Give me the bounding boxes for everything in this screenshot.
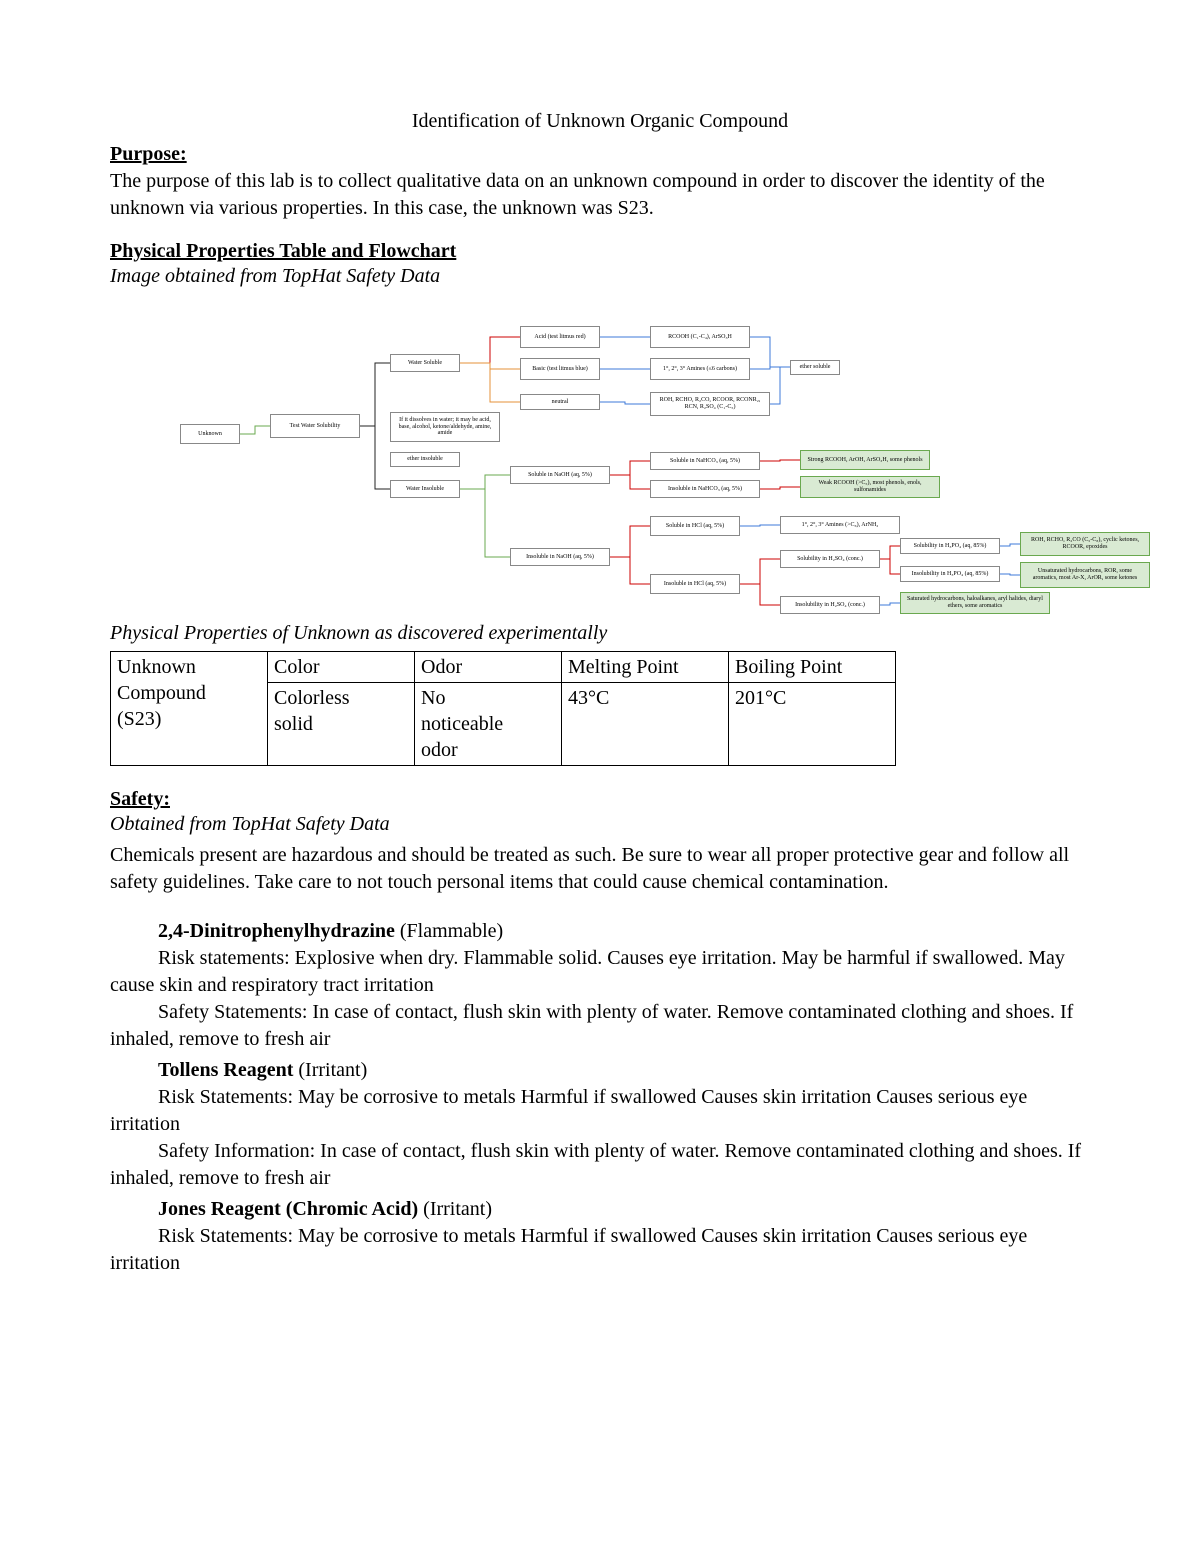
purpose-heading: Purpose:: [110, 143, 1090, 166]
flowchart-node: Solubility in H₂SO₄ (conc.): [780, 550, 880, 568]
flowchart-node: Soluble in NaHCO₃ (aq, 5%): [650, 452, 760, 470]
flowchart-node: RCOOH (C₁-C₄), ArSO₃H: [650, 326, 750, 348]
flowchart-node: Acid (test litmus red): [520, 326, 600, 348]
table-cell: Melting Point: [562, 652, 729, 683]
chemical-name-line: Jones Reagent (Chromic Acid) (Irritant): [110, 1196, 1090, 1223]
flowchart-node: 1°, 2°, 3° Amines (>C₆), ArNH₂: [780, 516, 900, 534]
flowchart-node: Basic (test litmus blue): [520, 358, 600, 380]
document-title: Identification of Unknown Organic Compou…: [110, 110, 1090, 133]
safety-caption: Obtained from TopHat Safety Data: [110, 813, 1090, 836]
chemical-entry: 2,4-Dinitrophenylhydrazine (Flammable)Ri…: [110, 918, 1090, 1053]
props-heading: Physical Properties Table and Flowchart: [110, 240, 1090, 263]
safety-intro: Chemicals present are hazardous and shou…: [110, 842, 1090, 896]
properties-table: UnknownCompound(S23)ColorOdorMelting Poi…: [110, 651, 896, 766]
flowchart-node: Saturated hydrocarbons, haloalkanes, ary…: [900, 592, 1050, 614]
chemical-hazard: (Irritant): [418, 1198, 492, 1220]
flowchart-node: Strong RCOOH, ArOH, ArSO₃H, some phenols: [800, 450, 930, 470]
chemical-name: Jones Reagent (Chromic Acid): [158, 1198, 418, 1220]
flowchart-node: Insoluble in HCl (aq, 5%): [650, 574, 740, 594]
flowchart-node: Insoluble in NaOH (aq, 5%): [510, 548, 610, 566]
chemical-name: Tollens Reagent: [158, 1059, 293, 1081]
flowchart-node: Insolubility in H₃PO₄ (aq, 85%): [900, 566, 1000, 582]
flowchart-node: Weak RCOOH (>C₅), most phenols, enols, s…: [800, 476, 940, 498]
flowchart: Unknown Test Water Solubility Water Solubl…: [180, 294, 1050, 614]
table-cell: Colorlesssolid: [268, 683, 415, 766]
safety-statement: Safety Information: In case of contact, …: [110, 1138, 1090, 1192]
flowchart-node: neutral: [520, 394, 600, 410]
flowchart-node: Water Soluble: [390, 354, 460, 372]
risk-statement: Risk Statements: May be corrosive to met…: [110, 1223, 1090, 1277]
flowchart-node: 1°, 2°, 3° Amines (≤6 carbons): [650, 358, 750, 380]
table-cell: Odor: [415, 652, 562, 683]
page: Identification of Unknown Organic Compou…: [0, 0, 1200, 1553]
flowchart-node: Solubility in H₃PO₄ (aq, 85%): [900, 538, 1000, 554]
flowchart-node: Insoluble in NaHCO₃ (aq, 5%): [650, 480, 760, 498]
chemical-list: 2,4-Dinitrophenylhydrazine (Flammable)Ri…: [110, 918, 1090, 1277]
table-cell: UnknownCompound(S23): [111, 652, 268, 766]
flowchart-node: Insolubility in H₂SO₄ (conc.): [780, 596, 880, 614]
safety-statement: Safety Statements: In case of contact, f…: [110, 999, 1090, 1053]
chemical-hazard: (Irritant): [293, 1059, 367, 1081]
flowchart-node: If it dissolves in water; it may be acid…: [390, 412, 500, 442]
risk-statement: Risk statements: Explosive when dry. Fla…: [110, 945, 1090, 999]
safety-heading: Safety:: [110, 788, 1090, 811]
flowchart-caption: Image obtained from TopHat Safety Data: [110, 265, 1090, 288]
flowchart-node: Soluble in NaOH (aq, 5%): [510, 466, 610, 484]
flowchart-node: Unknown: [180, 424, 240, 444]
chemical-name: 2,4-Dinitrophenylhydrazine: [158, 920, 395, 942]
chemical-entry: Tollens Reagent (Irritant)Risk Statement…: [110, 1057, 1090, 1192]
flowchart-node: ether soluble: [790, 360, 840, 375]
flowchart-node: ether insoluble: [390, 452, 460, 467]
props-table-caption: Physical Properties of Unknown as discov…: [110, 622, 1090, 645]
risk-statement: Risk Statements: May be corrosive to met…: [110, 1084, 1090, 1138]
table-cell: Nonoticeableodor: [415, 683, 562, 766]
chemical-entry: Jones Reagent (Chromic Acid) (Irritant)R…: [110, 1196, 1090, 1277]
table-cell: Color: [268, 652, 415, 683]
flowchart-node: ROH, RCHO, R₂CO, RCOOR, RCONR₂, RCN, R₂S…: [650, 392, 770, 416]
flowchart-node: Unsaturated hydrocarbons, ROR, some arom…: [1020, 562, 1150, 588]
purpose-text: The purpose of this lab is to collect qu…: [110, 168, 1090, 222]
chemical-name-line: 2,4-Dinitrophenylhydrazine (Flammable): [110, 918, 1090, 945]
flowchart-node: Water Insoluble: [390, 480, 460, 498]
chemical-name-line: Tollens Reagent (Irritant): [110, 1057, 1090, 1084]
table-cell: 201°C: [729, 683, 896, 766]
flowchart-node: Soluble in HCl (aq, 5%): [650, 516, 740, 536]
table-cell: 43°C: [562, 683, 729, 766]
table-cell: Boiling Point: [729, 652, 896, 683]
chemical-hazard: (Flammable): [395, 920, 503, 942]
flowchart-node: Test Water Solubility: [270, 414, 360, 438]
flowchart-node: ROH, RCHO, R₂CO (C₅-C₈), cyclic ketones,…: [1020, 532, 1150, 556]
